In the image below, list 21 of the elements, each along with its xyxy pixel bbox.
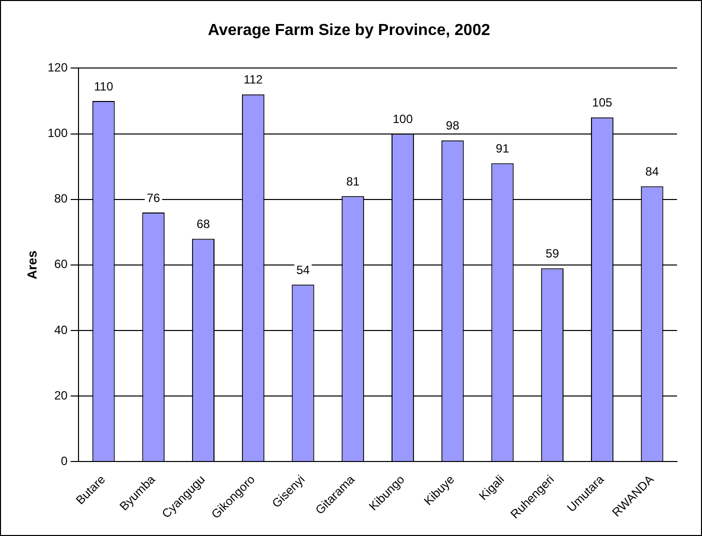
data-label: 54 [296, 262, 310, 277]
data-label: 91 [496, 142, 510, 156]
data-label: 100 [392, 112, 414, 126]
data-label: 81 [346, 174, 360, 188]
y-tick-label: 120 [48, 60, 68, 75]
y-tick-label: 20 [54, 388, 68, 402]
y-tick-label: 60 [54, 257, 68, 272]
data-label: 98 [446, 118, 460, 133]
y-tick-label: 40 [54, 322, 68, 337]
chart-title: Average Farm Size by Province, 2002 [208, 22, 490, 40]
data-label: 68 [196, 217, 210, 232]
data-label: 105 [592, 96, 613, 110]
y-axis-title: Ares [24, 250, 40, 280]
y-tick-label: 80 [54, 192, 68, 206]
data-label: 59 [546, 246, 560, 261]
data-label: 112 [244, 72, 264, 87]
y-tick-label: 100 [48, 126, 68, 140]
data-label: 110 [94, 79, 114, 94]
data-label: 76 [146, 190, 160, 205]
y-tick-label: 0 [60, 454, 68, 468]
data-label: 84 [645, 164, 660, 179]
